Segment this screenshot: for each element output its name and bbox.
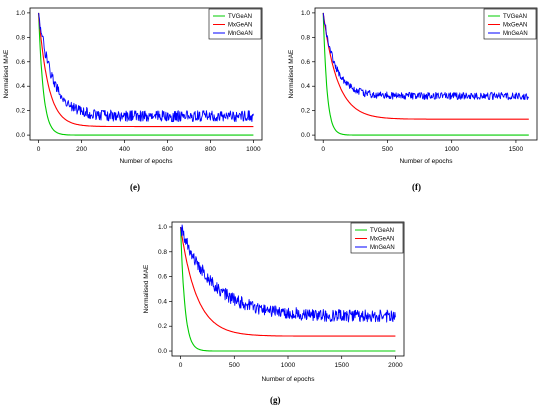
x-tick-label-g-1: 500 bbox=[229, 362, 240, 369]
series-line-f-MxGeAN bbox=[322, 12, 529, 120]
y-tick-label-e-5: 1.0 bbox=[16, 10, 25, 17]
y-tick-label-f-0: 0.0 bbox=[301, 132, 310, 139]
y-tick-label-g-2: 0.4 bbox=[158, 298, 167, 305]
x-tick-label-g-3: 1500 bbox=[334, 362, 349, 369]
x-tick-label-e-5: 1000 bbox=[246, 146, 261, 153]
chart-g-svg: 0 500 1000 1500 2000 0.0 0.2 0.4 0.6 0.8 1.0 Number… bbox=[143, 221, 405, 383]
legend-label-e-MnGeAN: MnGeAN bbox=[228, 31, 253, 37]
y-tick-label-e-2: 0.4 bbox=[16, 83, 25, 90]
series-line-e-MnGeAN bbox=[38, 12, 254, 123]
x-tick-label-f-1: 500 bbox=[382, 146, 393, 153]
y-tick-label-f-1: 0.2 bbox=[301, 108, 310, 115]
series-line-g-MxGeAN bbox=[180, 226, 396, 337]
y-axis-label-g: Normalised MAE bbox=[143, 264, 150, 313]
x-tick-label-g-2: 1000 bbox=[281, 362, 296, 369]
x-tick-label-f-2: 1000 bbox=[444, 146, 459, 153]
chart-e-svg: 0 200 400 600 800 1000 0.0 0.2 0.4 0.6 0.8 1.0 Numbe… bbox=[3, 7, 263, 165]
x-axis-label-g: Number of epochs bbox=[261, 376, 315, 383]
y-tick-label-g-1: 0.2 bbox=[158, 323, 167, 330]
series-line-f-TVGeAN bbox=[322, 12, 529, 136]
series-line-g-MnGeAN bbox=[180, 224, 396, 323]
legend-label-g-MxGeAN: MxGeAN bbox=[370, 237, 394, 243]
legend-label-g-TVGeAN: TVGeAN bbox=[370, 228, 394, 234]
caption-g: (g) bbox=[270, 395, 281, 405]
plot-frame-e bbox=[29, 7, 263, 141]
x-tick-label-f-3: 1500 bbox=[509, 146, 524, 153]
y-tick-label-f-2: 0.4 bbox=[301, 83, 310, 90]
x-tick-label-g-0: 0 bbox=[179, 362, 183, 369]
y-axis-label-e: Normalised MAE bbox=[3, 49, 10, 98]
x-tick-label-e-1: 200 bbox=[76, 146, 87, 153]
y-tick-label-e-3: 0.6 bbox=[16, 59, 25, 66]
legend-label-f-MxGeAN: MxGeAN bbox=[503, 23, 527, 29]
x-tick-label-e-2: 400 bbox=[119, 146, 130, 153]
series-line-f-MnGeAN bbox=[322, 12, 530, 101]
x-axis-label-f: Number of epochs bbox=[399, 158, 453, 165]
x-axis-label-e: Number of epochs bbox=[119, 158, 173, 165]
series-line-e-MxGeAN bbox=[38, 12, 254, 128]
y-tick-label-g-4: 0.8 bbox=[158, 249, 167, 256]
caption-f: (f) bbox=[412, 182, 421, 192]
legend-label-f-MnGeAN: MnGeAN bbox=[503, 31, 528, 37]
y-tick-label-e-4: 0.8 bbox=[16, 34, 25, 41]
y-tick-label-e-0: 0.0 bbox=[16, 132, 25, 139]
legend-label-e-TVGeAN: TVGeAN bbox=[228, 14, 252, 20]
x-tick-label-e-4: 800 bbox=[205, 146, 216, 153]
series-line-g-TVGeAN bbox=[180, 226, 396, 352]
plot-frame-f bbox=[314, 7, 538, 141]
x-tick-label-e-0: 0 bbox=[37, 146, 41, 153]
y-tick-label-g-3: 0.6 bbox=[158, 274, 167, 281]
y-tick-label-g-5: 1.0 bbox=[158, 224, 167, 231]
y-tick-label-g-0: 0.0 bbox=[158, 348, 167, 355]
legend-label-e-MxGeAN: MxGeAN bbox=[228, 23, 252, 29]
y-tick-label-e-1: 0.2 bbox=[16, 108, 25, 115]
x-tick-label-g-4: 2000 bbox=[388, 362, 403, 369]
caption-e: (e) bbox=[130, 182, 140, 192]
series-line-e-TVGeAN bbox=[38, 12, 254, 136]
x-tick-label-f-0: 0 bbox=[321, 146, 325, 153]
y-tick-label-f-4: 0.8 bbox=[301, 34, 310, 41]
y-tick-label-f-5: 1.0 bbox=[301, 10, 310, 17]
x-tick-label-e-3: 600 bbox=[162, 146, 173, 153]
chart-f-svg: 0 500 1000 1500 0.0 0.2 0.4 0.6 0.8 1.0 Number of … bbox=[288, 7, 538, 165]
legend-label-f-TVGeAN: TVGeAN bbox=[503, 14, 527, 20]
y-axis-label-f: Normalised MAE bbox=[288, 49, 295, 98]
y-tick-label-f-3: 0.6 bbox=[301, 59, 310, 66]
legend-label-g-MnGeAN: MnGeAN bbox=[370, 245, 395, 251]
